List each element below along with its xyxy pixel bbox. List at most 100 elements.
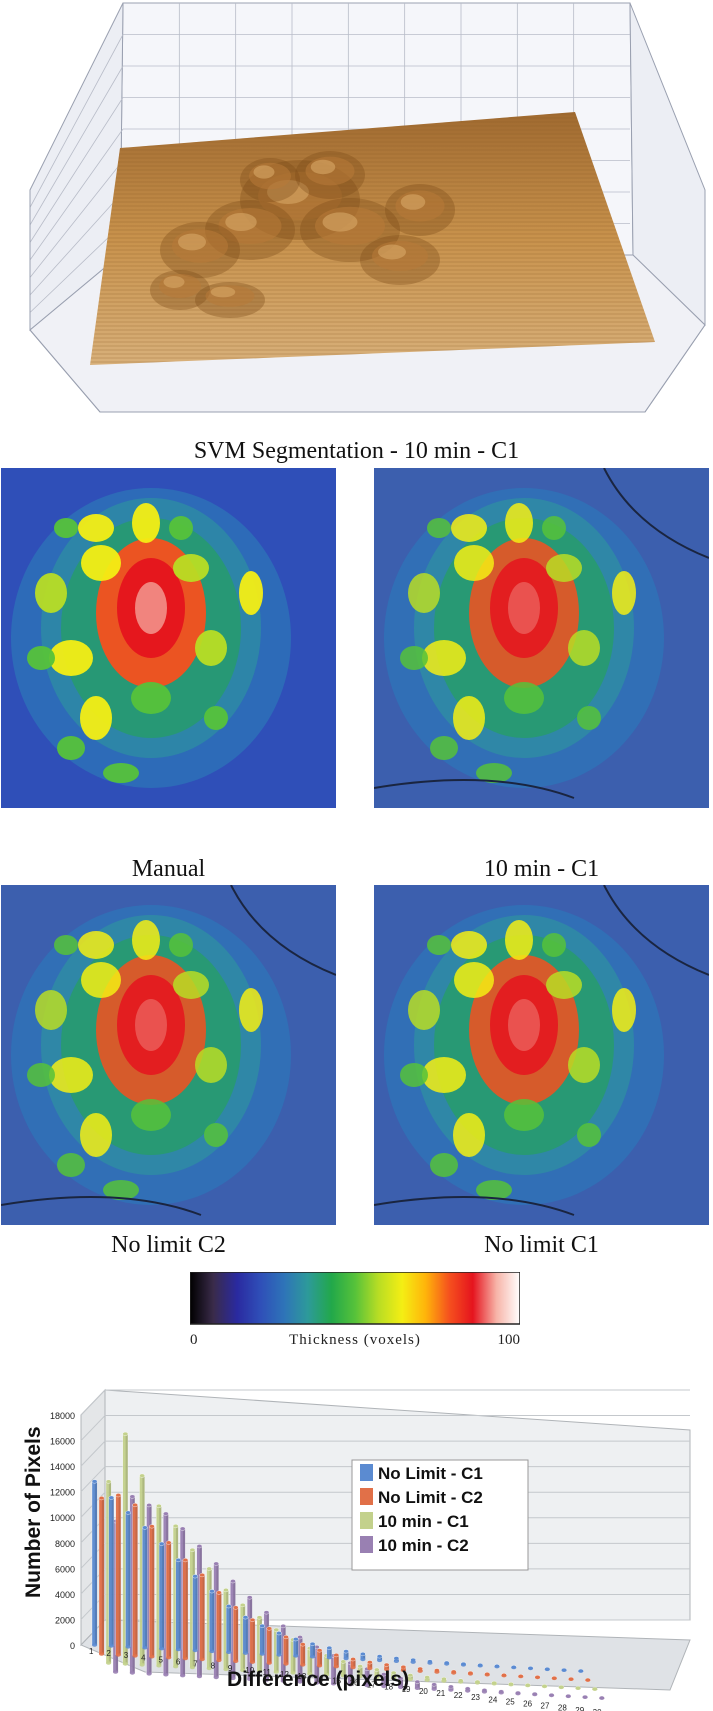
thickness-blob [57, 1153, 85, 1177]
thickness-peak [508, 582, 540, 634]
bar [326, 1645, 333, 1660]
thickness-blob [57, 736, 85, 760]
bar [367, 1660, 373, 1671]
bar [192, 1574, 198, 1653]
y-tick-label: 2000 [55, 1615, 75, 1625]
thickness-blob [577, 1123, 601, 1147]
bar [544, 1667, 551, 1672]
x-tick-label: 28 [558, 1704, 567, 1711]
bar [517, 1674, 524, 1679]
bar [132, 1503, 138, 1658]
bar [182, 1558, 189, 1661]
map-label-no-limit-c1: No limit C1 [484, 1232, 599, 1258]
legend-label: No Limit - C2 [378, 1488, 483, 1507]
bar [531, 1691, 538, 1697]
x-tick-label: 1 [89, 1647, 94, 1656]
legend-label: 10 min - C1 [378, 1512, 469, 1531]
thickness-blob [239, 988, 263, 1032]
bar [283, 1635, 289, 1666]
thickness-blob [35, 990, 67, 1030]
thickness-blob [505, 920, 533, 960]
bar [98, 1496, 105, 1656]
thickness-blob [173, 554, 209, 582]
thickness-blob [204, 706, 228, 730]
thickness-blob [542, 516, 566, 540]
surface-bump-top [178, 233, 206, 251]
bar [390, 1670, 397, 1681]
thickness-blob [204, 1123, 228, 1147]
x-tick-label: 16 [350, 1679, 359, 1688]
y-tick-label: 12000 [50, 1488, 75, 1498]
colorbar-label: Thickness (voxels) [289, 1332, 421, 1348]
thickness-blob [400, 1063, 428, 1087]
bar [249, 1617, 256, 1664]
thickness-map-no-limit-c2 [1, 885, 336, 1225]
legend-swatch [360, 1488, 373, 1505]
bar [561, 1668, 567, 1673]
surface-bump-top [253, 165, 275, 179]
thickness-blob [408, 990, 440, 1030]
bar [400, 1665, 407, 1672]
bar [383, 1662, 390, 1672]
thickness-peak [135, 582, 167, 634]
thickness-blob [78, 931, 114, 959]
y-tick-label: 18000 [50, 1411, 75, 1421]
thickness-blob [80, 1113, 112, 1157]
bar [340, 1659, 347, 1678]
surface-layer [90, 112, 655, 365]
x-tick-label: 23 [471, 1693, 480, 1702]
bar [158, 1541, 165, 1651]
x-tick-label: 30 [593, 1708, 602, 1711]
bar [568, 1677, 574, 1682]
thickness-blob [430, 736, 458, 760]
bar [484, 1672, 491, 1677]
thickness-blob [195, 1047, 227, 1083]
thickness-map-manual [1, 468, 336, 808]
map-label-10min-c1: 10 min - C1 [483, 856, 600, 882]
bar [582, 1695, 588, 1700]
vessel-line [1, 1196, 202, 1216]
bar [316, 1648, 323, 1668]
surface-bump-top [225, 213, 257, 231]
thickness-blob [504, 1099, 544, 1131]
x-tick-label: 2 [106, 1649, 111, 1658]
x-tick-label: 7 [193, 1660, 198, 1669]
thickness-peak [508, 999, 540, 1051]
thickness-blob [612, 571, 636, 615]
thickness-map-no-limit-c1 [374, 885, 709, 1225]
legend-box [351, 1459, 529, 1571]
bar [232, 1605, 239, 1663]
x-tick-label: 10 [245, 1666, 254, 1675]
bar [175, 1558, 182, 1652]
thickness-blob [27, 1063, 55, 1087]
thickness-blob [78, 514, 114, 542]
y-axis-ticks: 0 2000 4000 6000 8000 10000 12000 14000 16000 180… [50, 1411, 75, 1651]
bar [508, 1682, 514, 1687]
chart-legend: No Limit - C1 No Limit - C2 10 min - C1 10 … [351, 1459, 529, 1571]
bar [427, 1659, 433, 1665]
bar [510, 1665, 517, 1670]
surface-bump-top [163, 276, 185, 288]
x-tick-label: 14 [315, 1674, 324, 1683]
bar [551, 1676, 558, 1681]
thickness-blob [27, 646, 55, 670]
thickness-blob [81, 962, 121, 998]
bar [464, 1686, 471, 1693]
vessel-line [603, 468, 709, 559]
thickness-blob [430, 1153, 458, 1177]
bar [524, 1683, 531, 1688]
legend-swatch [360, 1536, 373, 1553]
x-tick-label: 27 [541, 1702, 550, 1711]
surface-bump-top [310, 159, 336, 175]
thickness-blob [454, 962, 494, 998]
bar [364, 1666, 370, 1688]
thickness-blob [427, 935, 451, 955]
bar [501, 1673, 507, 1678]
thickness-blob [451, 931, 487, 959]
thickness-blob [451, 514, 487, 542]
bar [450, 1669, 457, 1675]
thickness-blob [80, 696, 112, 740]
x-tick-label: 6 [176, 1658, 181, 1667]
x-tick-label: 26 [523, 1700, 532, 1709]
legend-label: No Limit - C1 [378, 1464, 483, 1483]
